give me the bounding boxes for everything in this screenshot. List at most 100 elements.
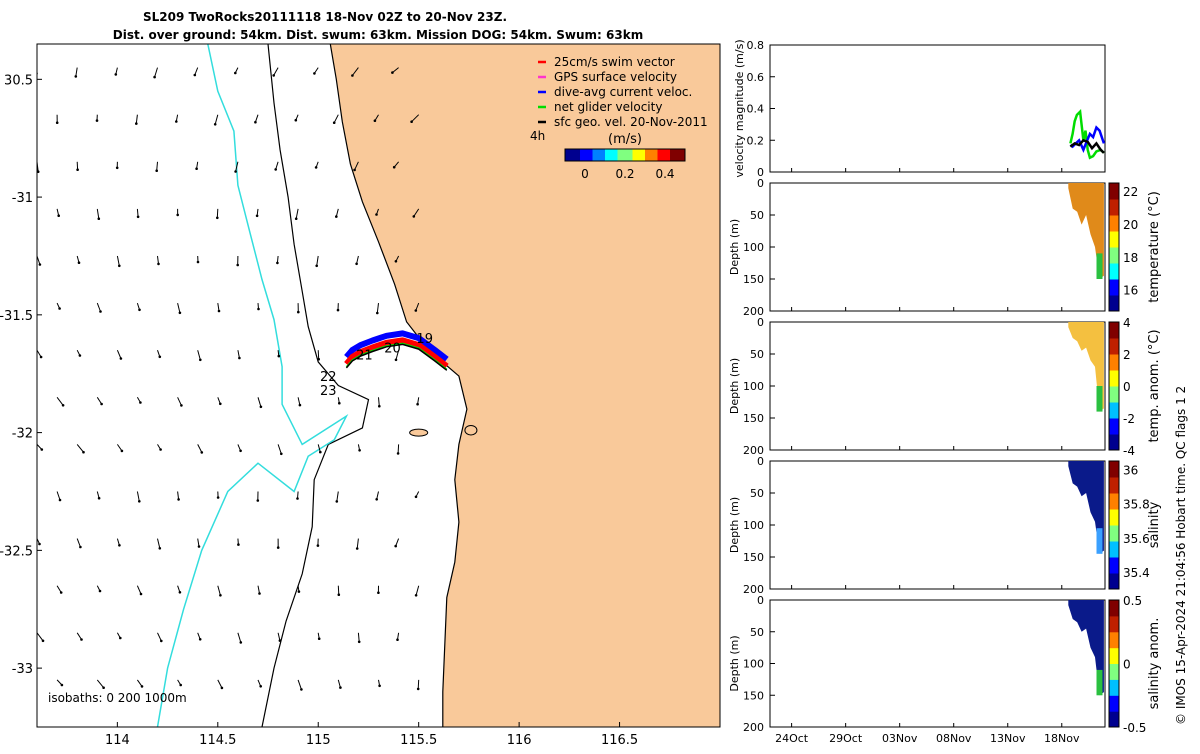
current-vector-head bbox=[358, 449, 361, 452]
current-vector-head bbox=[195, 167, 198, 170]
current-vector-head bbox=[260, 406, 263, 409]
temperature-colorbar-segment bbox=[1109, 196, 1119, 200]
temperature-colorbar-segment bbox=[1109, 247, 1119, 251]
salinity-colorbar-segment bbox=[1109, 461, 1119, 465]
legend-entry: GPS surface velocity bbox=[554, 70, 677, 84]
salinity-colorbar-segment bbox=[1109, 535, 1119, 539]
temperature-anomaly-frame bbox=[770, 322, 1105, 450]
salinity-colorbar-segment bbox=[1109, 570, 1119, 574]
salinity-anomaly-colorbar-segment bbox=[1109, 632, 1119, 636]
temperature-anomaly-y-tick-label: 0 bbox=[757, 316, 764, 329]
salinity-anomaly-colorbar-segment bbox=[1109, 606, 1119, 610]
current-vector-head bbox=[199, 359, 202, 362]
current-vector-head bbox=[377, 591, 380, 594]
current-vector-head bbox=[319, 451, 322, 454]
salinity-anomaly-colorbar-segment bbox=[1109, 660, 1119, 664]
current-vector-head bbox=[79, 546, 82, 549]
temperature-anomaly-colorbar-segment bbox=[1109, 434, 1119, 438]
current-vector-head bbox=[115, 73, 118, 76]
salinity-colorbar-segment bbox=[1109, 509, 1119, 513]
colorbar-label: (m/s) bbox=[608, 132, 642, 147]
velocity-y-label: velocity magnitude (m/s) bbox=[733, 39, 746, 177]
temperature-anomaly-y-tick-label: 100 bbox=[743, 380, 764, 393]
temperature-colorbar-segment bbox=[1109, 253, 1119, 257]
current-vector-head bbox=[396, 638, 399, 641]
temperature-profile-tail bbox=[1097, 253, 1103, 279]
time-x-tick-label: 08Nov bbox=[936, 732, 972, 745]
temperature-colorbar-segment bbox=[1109, 295, 1119, 299]
current-vector-head bbox=[98, 497, 101, 500]
current-vector-head bbox=[274, 168, 277, 171]
current-vector bbox=[238, 727, 242, 735]
footer-credit: © IMOS 15-Apr-2024 21:04:56 Hobart time.… bbox=[1174, 386, 1188, 725]
salinity-anomaly-y-tick-label: 150 bbox=[743, 689, 764, 702]
map-y-tick-label: -32 bbox=[12, 427, 33, 442]
current-vector-head bbox=[338, 593, 341, 596]
salinity-anomaly-y-label: Depth (m) bbox=[728, 635, 741, 691]
salinity-anomaly-colorbar-segment bbox=[1109, 600, 1119, 604]
salinity-colorbar-segment bbox=[1109, 563, 1119, 567]
temperature-colorbar-segment bbox=[1109, 189, 1119, 193]
temperature-anomaly-colorbar-segment bbox=[1109, 338, 1119, 342]
day-label-22: 22 bbox=[320, 370, 337, 385]
current-vector-head bbox=[179, 684, 182, 687]
temperature-colorbar-segment bbox=[1109, 269, 1119, 273]
current-vector-head bbox=[338, 402, 341, 405]
salinity-anomaly-frame bbox=[770, 600, 1105, 727]
current-vector bbox=[198, 727, 201, 732]
temperature-anomaly-colorbar-tick-label: -4 bbox=[1123, 444, 1135, 458]
temperature-anomaly-colorbar-segment bbox=[1109, 412, 1119, 416]
current-vector-head bbox=[295, 217, 298, 220]
current-vector-head bbox=[339, 686, 342, 689]
salinity-colorbar-segment bbox=[1109, 519, 1119, 523]
temperature-colorbar-tick-label: 18 bbox=[1123, 251, 1138, 265]
current-vector bbox=[338, 586, 339, 595]
current-vector-head bbox=[413, 215, 416, 218]
current-vector-head bbox=[139, 401, 142, 404]
salinity-colorbar-segment bbox=[1109, 551, 1119, 555]
temperature-frame bbox=[770, 183, 1105, 311]
salinity-anomaly-colorbar-segment bbox=[1109, 638, 1119, 642]
salinity-anomaly-colorbar-segment bbox=[1109, 695, 1119, 699]
current-vector-head bbox=[61, 684, 64, 687]
current-vector-head bbox=[38, 543, 41, 546]
salinity-anomaly-colorbar-segment bbox=[1109, 676, 1119, 680]
current-vector-head bbox=[175, 120, 178, 123]
salinity-anomaly-colorbar-segment bbox=[1109, 629, 1119, 633]
salinity-anomaly-colorbar-segment bbox=[1109, 616, 1119, 620]
temperature-anomaly-colorbar-segment bbox=[1109, 440, 1119, 444]
current-vector-head bbox=[79, 354, 82, 357]
current-vector-head bbox=[198, 545, 201, 548]
temperature-anomaly-colorbar-segment bbox=[1109, 389, 1119, 393]
velocity-y-tick-label: 0.4 bbox=[747, 103, 765, 116]
salinity-colorbar-segment bbox=[1109, 483, 1119, 487]
current-vector-head bbox=[376, 312, 379, 315]
current-vector-head bbox=[353, 169, 356, 172]
time-x-tick-label: 03Nov bbox=[882, 732, 918, 745]
temperature-colorbar-segment bbox=[1109, 260, 1119, 264]
salinity-colorbar-segment bbox=[1109, 522, 1119, 526]
salinity-colorbar-tick-label: 36 bbox=[1123, 464, 1138, 478]
island-0 bbox=[410, 429, 428, 436]
current-vector-head bbox=[155, 169, 158, 172]
temperature-anomaly-colorbar-segment bbox=[1109, 344, 1119, 348]
current-vector-head bbox=[415, 594, 418, 597]
salinity-colorbar-segment bbox=[1109, 503, 1119, 507]
temperature-anomaly-colorbar-segment bbox=[1109, 370, 1119, 374]
map-x-tick-label: 115 bbox=[306, 733, 331, 748]
temperature-anomaly-colorbar-segment bbox=[1109, 418, 1119, 422]
salinity-anomaly-colorbar-segment bbox=[1109, 613, 1119, 617]
current-vector-head bbox=[416, 403, 419, 406]
salinity-colorbar-segment bbox=[1109, 464, 1119, 468]
temperature-colorbar-segment bbox=[1109, 183, 1119, 187]
temperature-colorbar-segment bbox=[1109, 218, 1119, 222]
current-vector-head bbox=[100, 403, 103, 406]
current-vector bbox=[77, 727, 82, 732]
salinity-anomaly-colorbar-segment bbox=[1109, 679, 1119, 683]
map-y-tick-label: -32.5 bbox=[0, 544, 33, 559]
salinity-anomaly-colorbar-segment bbox=[1109, 689, 1119, 693]
current-vector-head bbox=[315, 265, 318, 268]
temperature-colorbar-tick-label: 22 bbox=[1123, 185, 1138, 199]
temperature-colorbar-segment bbox=[1109, 215, 1119, 219]
